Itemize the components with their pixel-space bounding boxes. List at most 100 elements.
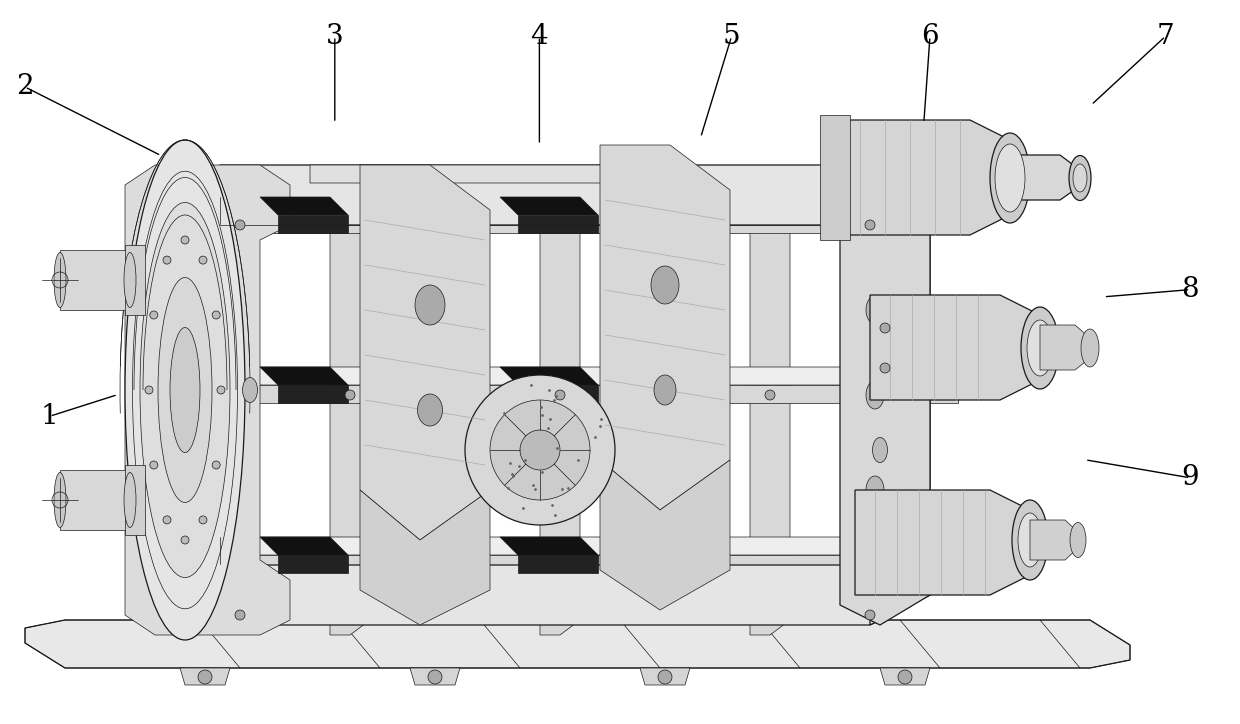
Ellipse shape (866, 551, 884, 579)
Point (552, 484, 572, 495)
Point (591, 413, 611, 425)
Polygon shape (60, 470, 130, 530)
Point (521, 379, 541, 391)
Polygon shape (60, 250, 130, 310)
Text: 1: 1 (41, 403, 58, 430)
Point (531, 401, 551, 413)
Circle shape (556, 390, 565, 400)
Ellipse shape (243, 377, 258, 403)
Polygon shape (125, 165, 290, 635)
Circle shape (465, 375, 615, 525)
Text: 7: 7 (1157, 22, 1174, 50)
Polygon shape (518, 215, 598, 233)
Point (495, 408, 515, 419)
Ellipse shape (866, 476, 884, 504)
Polygon shape (820, 115, 849, 240)
Ellipse shape (873, 547, 888, 573)
Polygon shape (600, 460, 730, 610)
Point (558, 482, 578, 494)
Ellipse shape (124, 253, 136, 308)
Circle shape (345, 390, 355, 400)
Polygon shape (856, 490, 1030, 595)
Ellipse shape (1018, 513, 1042, 567)
Ellipse shape (990, 133, 1030, 223)
Circle shape (880, 323, 890, 333)
Polygon shape (260, 537, 348, 555)
Circle shape (520, 430, 560, 470)
Polygon shape (839, 195, 930, 625)
Polygon shape (750, 210, 790, 635)
Circle shape (428, 670, 441, 684)
Polygon shape (1040, 325, 1090, 370)
Point (502, 468, 522, 480)
Polygon shape (539, 210, 580, 635)
Point (498, 482, 518, 494)
Circle shape (162, 256, 171, 264)
Ellipse shape (55, 253, 66, 308)
Polygon shape (330, 210, 370, 635)
Polygon shape (219, 537, 959, 555)
Circle shape (198, 670, 212, 684)
Circle shape (162, 516, 171, 524)
Circle shape (866, 610, 875, 620)
Polygon shape (518, 555, 598, 573)
Polygon shape (160, 565, 930, 625)
Circle shape (898, 670, 911, 684)
Polygon shape (360, 165, 490, 540)
Polygon shape (1030, 520, 1078, 560)
Point (546, 510, 565, 521)
Polygon shape (160, 195, 219, 625)
Ellipse shape (873, 327, 888, 353)
Point (546, 390, 565, 402)
Polygon shape (180, 668, 229, 685)
Polygon shape (260, 197, 348, 215)
Polygon shape (600, 145, 730, 510)
Circle shape (181, 236, 188, 244)
Circle shape (212, 461, 221, 469)
Ellipse shape (418, 394, 443, 426)
Point (515, 455, 534, 466)
Polygon shape (278, 215, 348, 233)
Ellipse shape (125, 140, 246, 640)
Point (585, 432, 605, 443)
Circle shape (236, 610, 246, 620)
Point (500, 457, 520, 468)
Point (510, 460, 529, 472)
Ellipse shape (1021, 307, 1059, 389)
Polygon shape (870, 195, 930, 625)
Polygon shape (238, 215, 959, 233)
Circle shape (880, 363, 890, 373)
Ellipse shape (866, 381, 884, 409)
Polygon shape (219, 367, 959, 385)
Point (513, 502, 533, 513)
Ellipse shape (1070, 523, 1086, 557)
Polygon shape (310, 150, 640, 183)
Polygon shape (518, 385, 598, 403)
Ellipse shape (55, 473, 66, 528)
Circle shape (150, 461, 157, 469)
Point (523, 479, 543, 491)
Point (538, 422, 558, 434)
Polygon shape (360, 490, 490, 625)
Ellipse shape (1027, 320, 1053, 376)
Polygon shape (839, 120, 1011, 235)
Circle shape (490, 400, 590, 500)
Point (544, 395, 564, 406)
Circle shape (765, 390, 775, 400)
Polygon shape (219, 197, 959, 215)
Polygon shape (410, 668, 460, 685)
Polygon shape (25, 620, 1130, 668)
Text: 3: 3 (326, 22, 343, 50)
Circle shape (198, 516, 207, 524)
Circle shape (150, 311, 157, 319)
Polygon shape (238, 385, 959, 403)
Ellipse shape (873, 437, 888, 463)
Ellipse shape (1012, 500, 1048, 580)
Point (526, 483, 546, 494)
Point (539, 413, 559, 425)
Ellipse shape (1081, 329, 1099, 367)
Polygon shape (500, 197, 598, 215)
Polygon shape (880, 668, 930, 685)
Circle shape (658, 670, 672, 684)
Polygon shape (500, 537, 598, 555)
